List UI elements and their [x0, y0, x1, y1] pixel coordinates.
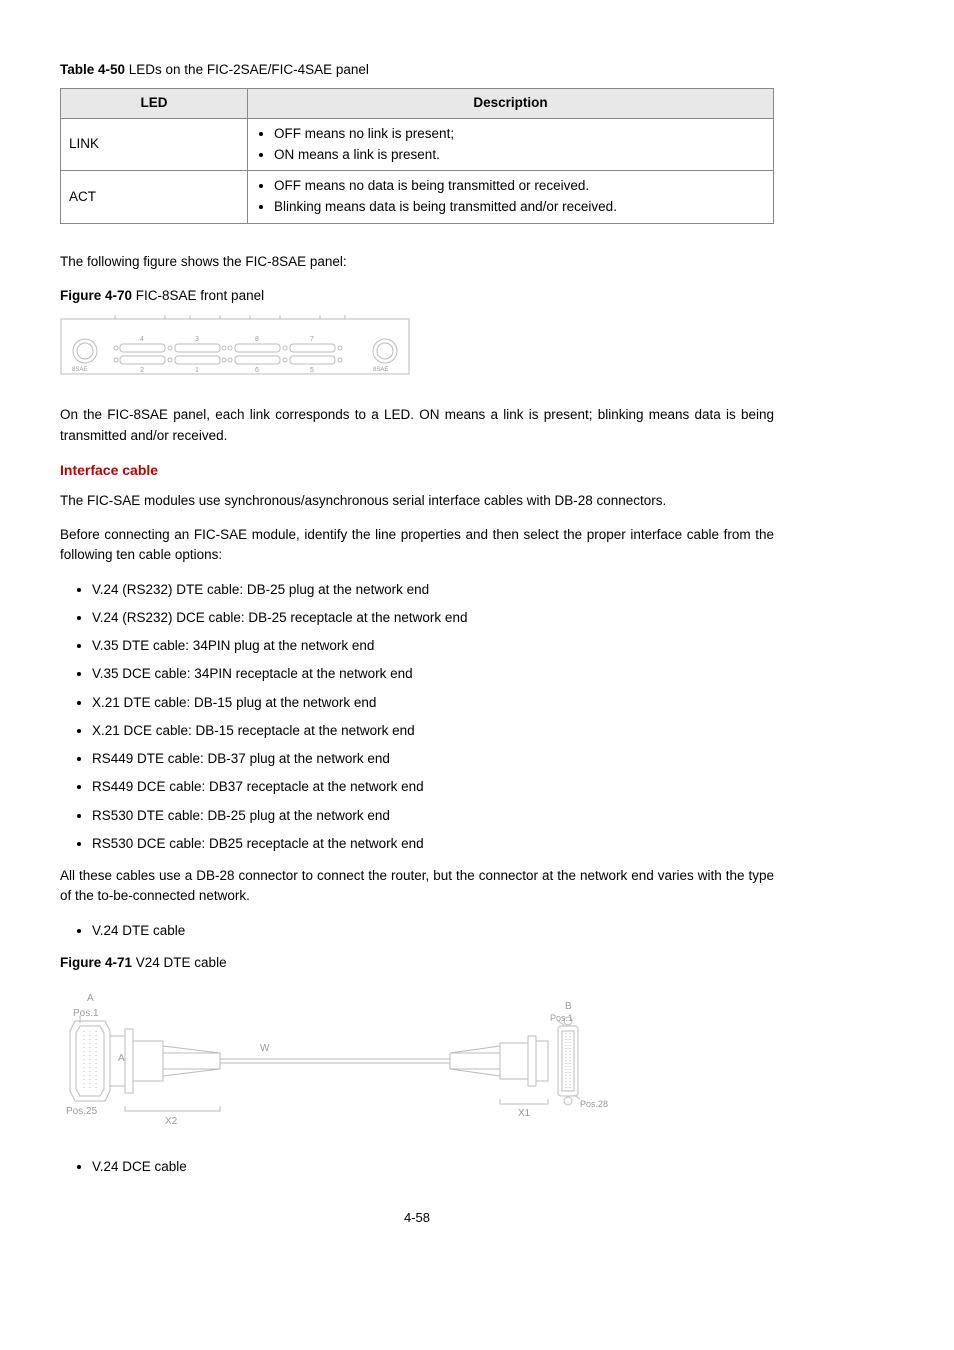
list-item: RS530 DCE cable: DB25 receptacle at the …: [92, 834, 774, 854]
figure-4-71-caption: Figure 4-71 V24 DTE cable: [60, 953, 774, 973]
fic-8sae-panel-figure: 8SAE 8SAE 4 3 8 7 2 1: [60, 314, 774, 385]
list-item: V.24 (RS232) DTE cable: DB-25 plug at th…: [92, 580, 774, 600]
table-row: LINK OFF means no link is present; ON me…: [61, 118, 774, 171]
list-item: V.24 DCE cable: [92, 1157, 774, 1177]
cable-label-x2: X2: [165, 1116, 178, 1127]
cable-options-list: V.24 (RS232) DTE cable: DB-25 plug at th…: [60, 580, 774, 855]
desc-item: OFF means no link is present;: [274, 124, 765, 144]
panel-label-left: 8SAE: [72, 367, 87, 373]
led-table: LED Description LINK OFF means no link i…: [60, 88, 774, 223]
para-following-figure: The following figure shows the FIC-8SAE …: [60, 252, 774, 272]
port-number: 6: [255, 367, 259, 374]
cable-label-x1: X1: [518, 1108, 531, 1119]
list-item: RS449 DTE cable: DB-37 plug at the netwo…: [92, 749, 774, 769]
fig71-bold: Figure 4-71: [60, 955, 132, 970]
cable-label-pos28: Pos.28: [580, 1099, 608, 1109]
v24-dte-cable-figure: A A W B Pos.1 Pos.25 Pos.1 Pos.28 X2 X1: [60, 981, 774, 1137]
desc-item: OFF means no data is being transmitted o…: [274, 176, 765, 196]
desc-item: Blinking means data is being transmitted…: [274, 197, 765, 217]
fig70-bold: Figure 4-70: [60, 288, 132, 303]
cable-illustration: A A W B Pos.1 Pos.25 Pos.1 Pos.28 X2 X1: [60, 981, 625, 1131]
desc-item: ON means a link is present.: [274, 145, 765, 165]
para-interface-1: The FIC-SAE modules use synchronous/asyn…: [60, 491, 774, 511]
caption-rest: LEDs on the FIC-2SAE/FIC-4SAE panel: [125, 62, 369, 77]
port-number: 5: [310, 367, 314, 374]
port-number: 3: [195, 336, 199, 343]
cell-desc: OFF means no data is being transmitted o…: [248, 171, 774, 224]
list-item: V.35 DCE cable: 34PIN receptacle at the …: [92, 664, 774, 684]
page-number: 4-58: [60, 1208, 774, 1228]
figure-4-70-caption: Figure 4-70 FIC-8SAE front panel: [60, 286, 774, 306]
port-number: 4: [140, 336, 144, 343]
th-desc: Description: [248, 89, 774, 118]
v24-dte-bullet-list: V.24 DTE cable: [60, 921, 774, 941]
cable-label-a-inner: A: [118, 1053, 125, 1064]
panel-label-right: 8SAE: [373, 367, 388, 373]
list-item: V.35 DTE cable: 34PIN plug at the networ…: [92, 636, 774, 656]
table-4-50-caption: Table 4-50 LEDs on the FIC-2SAE/FIC-4SAE…: [60, 60, 774, 80]
table-row: ACT OFF means no data is being transmitt…: [61, 171, 774, 224]
cable-label-a: A: [87, 993, 94, 1004]
para-interface-2: Before connecting an FIC-SAE module, ide…: [60, 525, 774, 566]
fig71-rest: V24 DTE cable: [132, 955, 227, 970]
para-all-cables: All these cables use a DB-28 connector t…: [60, 866, 774, 907]
cable-label-pos1r: Pos.1: [550, 1013, 573, 1023]
list-item: V.24 (RS232) DCE cable: DB-25 receptacle…: [92, 608, 774, 628]
fig70-rest: FIC-8SAE front panel: [132, 288, 264, 303]
interface-cable-heading: Interface cable: [60, 460, 774, 481]
para-8sae: On the FIC-8SAE panel, each link corresp…: [60, 405, 774, 446]
cable-label-pos1l: Pos.1: [73, 1008, 99, 1019]
list-item: V.24 DTE cable: [92, 921, 774, 941]
list-item: X.21 DCE cable: DB-15 receptacle at the …: [92, 721, 774, 741]
panel-illustration: 8SAE 8SAE 4 3 8 7 2 1: [60, 314, 410, 379]
cell-desc: OFF means no link is present; ON means a…: [248, 118, 774, 171]
cable-label-b: B: [565, 1001, 572, 1012]
cell-led: ACT: [61, 171, 248, 224]
port-number: 1: [195, 367, 199, 374]
port-number: 2: [140, 367, 144, 374]
caption-bold: Table 4-50: [60, 62, 125, 77]
cell-led: LINK: [61, 118, 248, 171]
th-led: LED: [61, 89, 248, 118]
port-number: 8: [255, 336, 259, 343]
cable-label-w: W: [260, 1043, 270, 1054]
port-number: 7: [310, 336, 314, 343]
list-item: RS449 DCE cable: DB37 receptacle at the …: [92, 777, 774, 797]
list-item: RS530 DTE cable: DB-25 plug at the netwo…: [92, 806, 774, 826]
cable-label-pos25: Pos.25: [66, 1106, 98, 1117]
list-item: X.21 DTE cable: DB-15 plug at the networ…: [92, 693, 774, 713]
v24-dce-bullet-list: V.24 DCE cable: [60, 1157, 774, 1177]
